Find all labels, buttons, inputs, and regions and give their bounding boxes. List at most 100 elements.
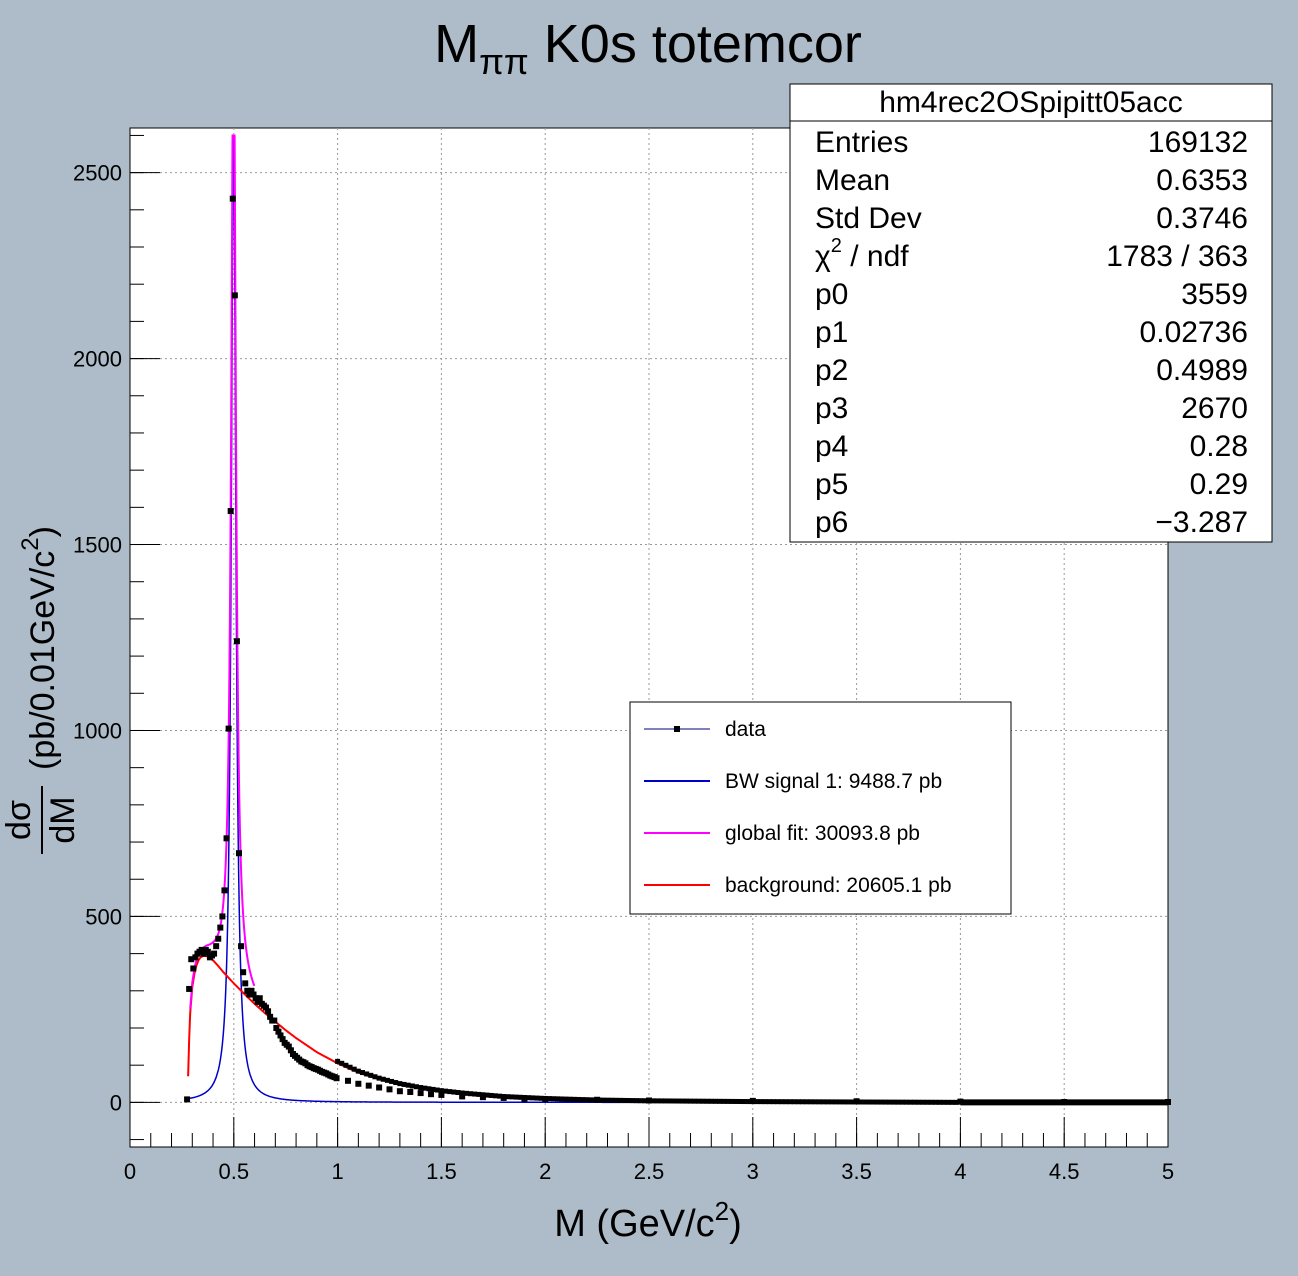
data-point bbox=[638, 1098, 644, 1104]
data-point bbox=[696, 1098, 702, 1104]
data-point bbox=[428, 1091, 435, 1098]
data-point bbox=[883, 1099, 889, 1105]
data-point bbox=[333, 1075, 340, 1082]
stats-label: Mean bbox=[815, 164, 890, 197]
data-point bbox=[937, 1099, 943, 1105]
data-point bbox=[899, 1099, 905, 1105]
data-point bbox=[609, 1097, 615, 1103]
data-point bbox=[360, 1070, 366, 1076]
data-point bbox=[277, 1032, 284, 1039]
data-point bbox=[192, 954, 199, 961]
x-tick-label: 1.5 bbox=[426, 1159, 457, 1184]
data-point bbox=[604, 1097, 610, 1103]
data-point bbox=[625, 1097, 631, 1103]
y-label-denominator: dM bbox=[44, 796, 82, 843]
data-point bbox=[870, 1099, 876, 1105]
data-point bbox=[675, 1098, 681, 1104]
data-point bbox=[887, 1099, 893, 1105]
data-point bbox=[679, 1098, 685, 1104]
data-point bbox=[227, 508, 234, 515]
data-point bbox=[916, 1099, 922, 1105]
stats-value: 1783 / 363 bbox=[1106, 240, 1248, 273]
data-point bbox=[924, 1099, 930, 1105]
data-point bbox=[642, 1098, 648, 1104]
data-point bbox=[766, 1099, 772, 1105]
data-point bbox=[762, 1099, 768, 1105]
x-tick-label: 4.5 bbox=[1049, 1159, 1080, 1184]
data-point bbox=[238, 943, 245, 950]
data-point bbox=[816, 1099, 822, 1105]
data-point bbox=[467, 1091, 473, 1097]
stats-value: 169132 bbox=[1148, 126, 1248, 159]
data-point bbox=[650, 1098, 656, 1104]
data-point bbox=[833, 1099, 839, 1105]
data-point bbox=[409, 1083, 415, 1089]
stats-label: p0 bbox=[815, 278, 848, 311]
stats-value: 0.29 bbox=[1190, 468, 1248, 501]
x-tick-label: 5 bbox=[1162, 1159, 1174, 1184]
stats-value: 2670 bbox=[1181, 392, 1248, 425]
data-point bbox=[339, 1060, 345, 1066]
data-point bbox=[393, 1080, 399, 1086]
data-point bbox=[347, 1064, 353, 1070]
data-markers bbox=[184, 195, 1171, 1106]
data-point bbox=[588, 1097, 594, 1103]
data-point bbox=[223, 835, 230, 842]
data-point bbox=[932, 1099, 938, 1105]
data-point bbox=[534, 1095, 540, 1101]
data-point bbox=[879, 1099, 885, 1105]
data-point bbox=[376, 1075, 382, 1081]
data-point bbox=[497, 1093, 503, 1099]
data-point bbox=[567, 1096, 573, 1102]
data-point bbox=[866, 1099, 872, 1105]
data-point bbox=[621, 1097, 627, 1103]
data-point bbox=[505, 1094, 511, 1100]
legend-label: background: 20605.1 pb bbox=[725, 874, 952, 897]
data-point-tail bbox=[960, 1099, 1168, 1106]
data-point bbox=[380, 1076, 386, 1082]
data-point bbox=[941, 1099, 947, 1105]
data-point bbox=[488, 1092, 494, 1098]
data-point bbox=[254, 998, 261, 1005]
data-point bbox=[758, 1099, 764, 1105]
data-point bbox=[273, 1024, 280, 1031]
stats-label: p1 bbox=[815, 316, 848, 349]
data-point bbox=[188, 956, 195, 963]
stats-label: p2 bbox=[815, 354, 848, 387]
data-point bbox=[405, 1082, 411, 1088]
data-point bbox=[555, 1096, 561, 1102]
x-tick-label: 0 bbox=[124, 1159, 136, 1184]
data-point bbox=[820, 1099, 826, 1105]
data-point bbox=[592, 1097, 598, 1103]
data-point bbox=[219, 913, 226, 920]
data-point bbox=[692, 1098, 698, 1104]
data-point bbox=[596, 1097, 602, 1103]
data-point bbox=[287, 1047, 294, 1054]
y-axis-label: dσ dM (pb/0.01GeV/c2) bbox=[0, 526, 82, 854]
data-point bbox=[646, 1098, 652, 1104]
data-point bbox=[190, 965, 197, 972]
legend-label: BW signal 1: 9488.7 pb bbox=[725, 770, 942, 793]
data-point bbox=[244, 987, 251, 994]
data-point bbox=[204, 948, 211, 955]
data-point bbox=[683, 1098, 689, 1104]
data-point bbox=[252, 995, 259, 1002]
data-point bbox=[443, 1088, 449, 1094]
data-point bbox=[754, 1099, 760, 1105]
data-point bbox=[215, 935, 222, 942]
stats-value: 3559 bbox=[1181, 278, 1248, 311]
data-point bbox=[791, 1099, 797, 1105]
data-point bbox=[804, 1099, 810, 1105]
data-point bbox=[800, 1099, 806, 1105]
data-point bbox=[858, 1099, 864, 1105]
data-point bbox=[526, 1095, 532, 1101]
data-point bbox=[225, 725, 232, 732]
data-point bbox=[721, 1098, 727, 1104]
stats-label: p4 bbox=[815, 430, 848, 463]
data-point bbox=[509, 1094, 515, 1100]
x-tick-label: 3 bbox=[747, 1159, 759, 1184]
data-point bbox=[891, 1099, 897, 1105]
data-point bbox=[229, 195, 236, 202]
y-tick-label: 0 bbox=[110, 1090, 122, 1115]
data-point bbox=[712, 1098, 718, 1104]
